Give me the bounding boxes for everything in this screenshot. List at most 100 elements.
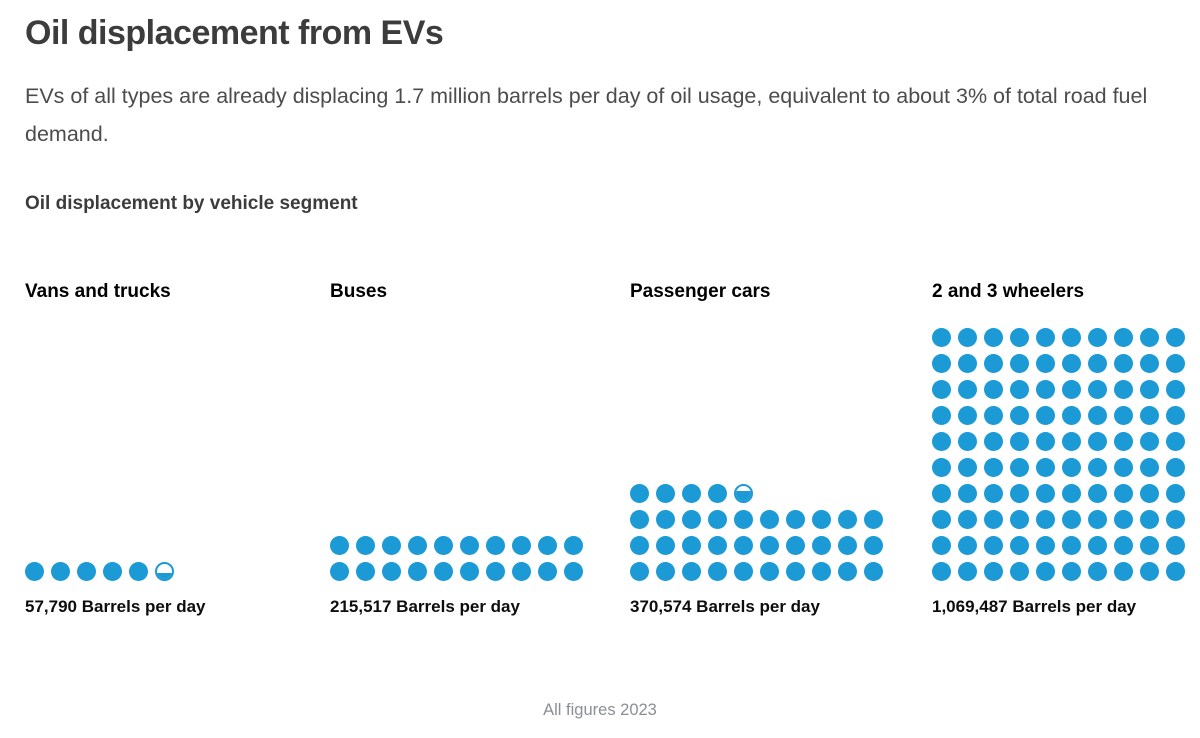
dot-row (932, 380, 1200, 399)
dot (1036, 510, 1055, 529)
dot (129, 562, 148, 581)
dot-row (630, 484, 932, 503)
dot (330, 536, 349, 555)
dot (838, 562, 857, 581)
dot (656, 536, 675, 555)
dot (1166, 484, 1185, 503)
dot (1166, 536, 1185, 555)
dot (812, 510, 831, 529)
dot (1114, 562, 1133, 581)
dot (1062, 536, 1081, 555)
dot (1062, 510, 1081, 529)
dot (682, 510, 701, 529)
page-title: Oil displacement from EVs (25, 14, 444, 52)
dot (1166, 328, 1185, 347)
dot (1062, 432, 1081, 451)
dot-row (932, 328, 1200, 347)
dot-row (330, 562, 630, 581)
dot (1140, 328, 1159, 347)
dot (1140, 354, 1159, 373)
dot (760, 510, 779, 529)
dot (1010, 536, 1029, 555)
dot-row (330, 536, 630, 555)
dot (460, 562, 479, 581)
dot (630, 510, 649, 529)
dot (958, 406, 977, 425)
dot (682, 536, 701, 555)
dot (486, 536, 505, 555)
dot (1114, 458, 1133, 477)
dot (630, 536, 649, 555)
dot (1088, 406, 1107, 425)
dot (103, 562, 122, 581)
dot (958, 354, 977, 373)
segment-label: Vans and trucks (25, 281, 171, 302)
partial-dot-fill (157, 573, 172, 579)
dot (1140, 562, 1159, 581)
dot (1088, 432, 1107, 451)
dot (932, 484, 951, 503)
dot-row (932, 406, 1200, 425)
dot (958, 458, 977, 477)
dot (408, 562, 427, 581)
dot (564, 562, 583, 581)
dot (1036, 458, 1055, 477)
dot (538, 536, 557, 555)
dot (864, 562, 883, 581)
segment-label: Passenger cars (630, 281, 771, 302)
dot (486, 562, 505, 581)
dot (812, 562, 831, 581)
dot-grid (25, 319, 330, 581)
dot (1062, 458, 1081, 477)
dot (1088, 458, 1107, 477)
dot (1062, 354, 1081, 373)
partial-dot (734, 484, 753, 503)
dot (932, 510, 951, 529)
dot (1166, 562, 1185, 581)
dot (356, 536, 375, 555)
dot (656, 510, 675, 529)
dot (838, 536, 857, 555)
dot (1088, 510, 1107, 529)
dot-row (25, 562, 330, 581)
dot (984, 562, 1003, 581)
dot (1166, 432, 1185, 451)
dot (1062, 406, 1081, 425)
dot (656, 562, 675, 581)
dot (382, 562, 401, 581)
dot (984, 536, 1003, 555)
dot (77, 562, 96, 581)
dot (512, 536, 531, 555)
dot (630, 562, 649, 581)
dot (1062, 328, 1081, 347)
dot (630, 484, 649, 503)
dot (1140, 484, 1159, 503)
dot (512, 562, 531, 581)
dot (984, 328, 1003, 347)
dot (1166, 510, 1185, 529)
dot (958, 328, 977, 347)
dot (656, 484, 675, 503)
dot (1036, 562, 1055, 581)
dot (1114, 380, 1133, 399)
dot (1114, 328, 1133, 347)
dot (1114, 432, 1133, 451)
dot (1010, 432, 1029, 451)
dot (984, 458, 1003, 477)
dot (25, 562, 44, 581)
chart-segment: Buses 215,517 Barrels per day (330, 281, 630, 617)
dot (564, 536, 583, 555)
dot (984, 432, 1003, 451)
dot-row (932, 458, 1200, 477)
dot (1036, 380, 1055, 399)
segment-label: Buses (330, 281, 388, 302)
dot (682, 484, 701, 503)
dot (958, 484, 977, 503)
dot (408, 536, 427, 555)
dot-row (932, 354, 1200, 373)
dot (1114, 406, 1133, 425)
dot (958, 536, 977, 555)
dot (958, 380, 977, 399)
dot (1010, 380, 1029, 399)
dot (932, 432, 951, 451)
